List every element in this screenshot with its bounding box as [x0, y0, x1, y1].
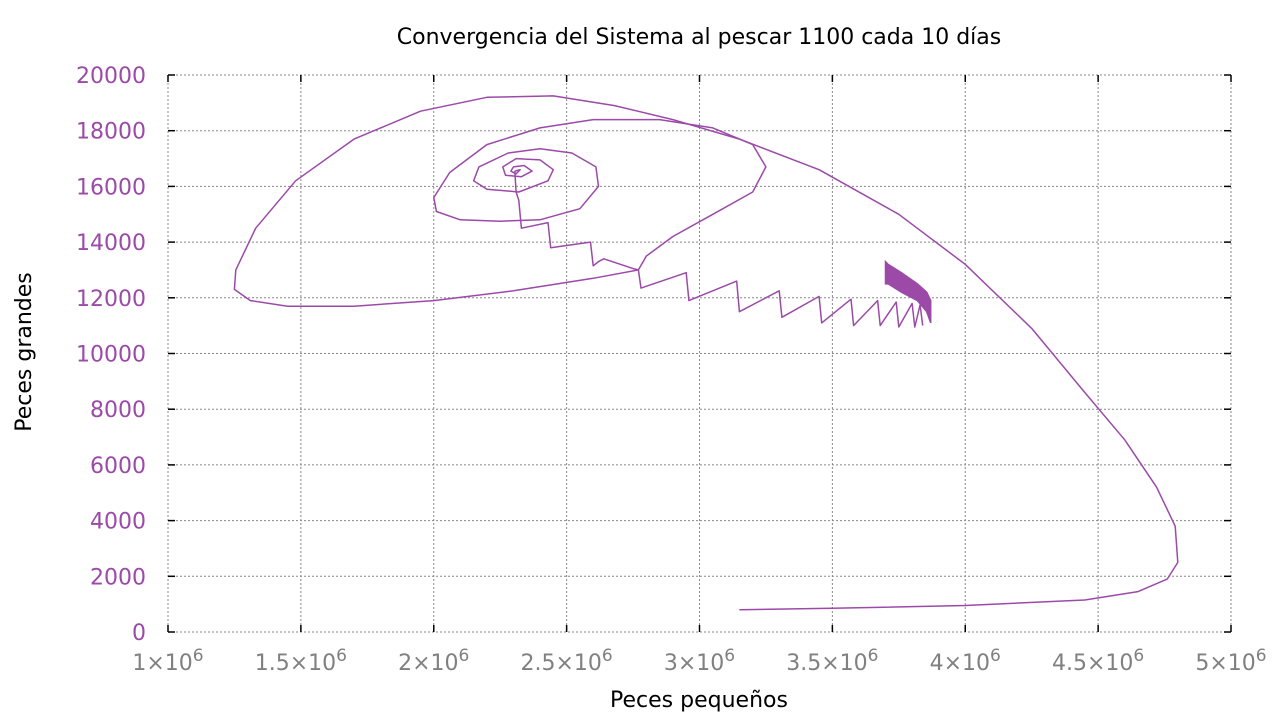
- y-tick-label: 6000: [90, 454, 146, 479]
- x-tick-label: 3×106: [664, 646, 735, 676]
- x-tick-label-base: 2.5×10: [521, 651, 602, 676]
- x-tick-label-base: 4.5×10: [1052, 651, 1133, 676]
- x-tick-labels: 1×106 1.5×106 2×106 2.5×106 3×106 3.5×106 4×10…: [132, 646, 1266, 676]
- y-tick-label: 0: [132, 621, 146, 646]
- y-tick-labels: 0 2000 4000 6000 8000 10000 12000 14000 16000 180…: [76, 64, 146, 646]
- x-tick-label: 5×106: [1195, 646, 1266, 676]
- y-axis-label: Peces grandes: [12, 272, 37, 432]
- x-tick-label-base: 1×10: [132, 651, 192, 676]
- y-tick-label: 10000: [76, 343, 146, 368]
- y-tick-label: 18000: [76, 120, 146, 145]
- x-tick-label-exponent: 6: [724, 646, 735, 666]
- x-tick-label-exponent: 6: [193, 646, 204, 666]
- y-tick-label: 16000: [76, 175, 146, 200]
- x-tick-label-exponent: 6: [459, 646, 470, 666]
- series-dense-region: [884, 259, 932, 324]
- x-tick-label-exponent: 6: [1133, 646, 1144, 666]
- x-tick-label-base: 5×10: [1195, 651, 1255, 676]
- series-line-1: [637, 269, 924, 328]
- y-tick-label: 12000: [76, 287, 146, 312]
- x-tick-label: 4.5×106: [1052, 646, 1144, 676]
- gridlines: [167, 74, 1232, 633]
- x-tick-label-base: 3×10: [664, 651, 724, 676]
- x-tick-label: 4×106: [930, 646, 1001, 676]
- series-line-3: [433, 118, 767, 271]
- x-tick-label-base: 3.5×10: [786, 651, 867, 676]
- x-tick-label-base: 1.5×10: [255, 651, 336, 676]
- x-tick-label-base: 2×10: [398, 651, 458, 676]
- y-tick-label: 14000: [76, 231, 146, 256]
- y-tick-label: 20000: [76, 64, 146, 89]
- chart-title: Convergencia del Sistema al pescar 1100 …: [397, 25, 1001, 50]
- y-tick-label: 8000: [90, 398, 146, 423]
- tick-marks: [167, 74, 1232, 633]
- series-line-2: [514, 171, 639, 271]
- x-tick-label: 3.5×106: [786, 646, 878, 676]
- x-tick-label-exponent: 6: [990, 646, 1001, 666]
- x-tick-label: 2×106: [398, 646, 469, 676]
- data-series: [233, 95, 1179, 611]
- x-axis-label: Peces pequeños: [610, 688, 788, 713]
- x-tick-label: 1×106: [132, 646, 203, 676]
- x-tick-label-exponent: 6: [602, 646, 613, 666]
- x-tick-label-base: 4×10: [930, 651, 990, 676]
- y-tick-label: 4000: [90, 510, 146, 535]
- x-tick-label: 1.5×106: [255, 646, 347, 676]
- series-line-0: [233, 95, 1179, 611]
- x-tick-label-exponent: 6: [868, 646, 879, 666]
- x-tick-label: 2.5×106: [521, 646, 613, 676]
- y-tick-label: 2000: [90, 565, 146, 590]
- x-tick-label-exponent: 6: [336, 646, 347, 666]
- x-tick-label-exponent: 6: [1256, 646, 1267, 666]
